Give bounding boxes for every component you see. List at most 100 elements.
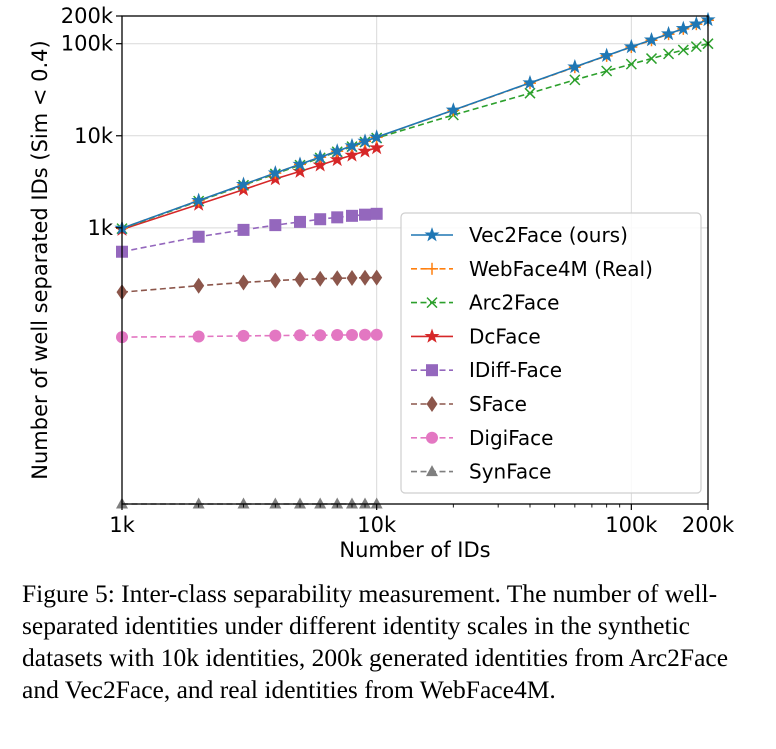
legend-label: IDiff-Face (469, 358, 562, 382)
data-point (344, 137, 360, 153)
data-point (369, 139, 385, 155)
legend-label: Arc2Face (469, 291, 559, 315)
data-point (192, 330, 205, 343)
data-point (345, 497, 358, 509)
data-point (445, 102, 461, 117)
data-point (569, 74, 581, 86)
data-point (314, 270, 326, 287)
data-point (359, 328, 372, 341)
data-point (314, 497, 327, 509)
legend-marker (426, 364, 438, 377)
legend-item: DcFace (411, 324, 541, 348)
legend-marker (426, 431, 438, 444)
legend-label: SynFace (469, 460, 551, 484)
data-point (345, 329, 358, 342)
series-sface (116, 269, 383, 301)
data-point (238, 274, 250, 291)
data-point (312, 149, 328, 164)
legend-marker (426, 396, 438, 412)
data-point (645, 53, 658, 65)
figure-caption: Figure 5: Inter-class separability measu… (22, 579, 729, 704)
y-tick-label: 1k (87, 216, 113, 240)
data-point (371, 269, 383, 286)
data-point (677, 44, 689, 56)
data-point (329, 143, 345, 158)
legend-marker (426, 465, 438, 477)
data-point (314, 329, 327, 342)
data-point (359, 269, 371, 286)
legend: Vec2Face (ours) WebFace4M (Real) Arc2Face D… (400, 212, 702, 494)
legend-item: IDiff-Face (411, 358, 562, 382)
data-point (329, 151, 345, 167)
data-point (690, 41, 702, 53)
axis-ticks: 1k 10k 100k 200k 1k 10k 100k 200k (61, 4, 735, 537)
data-point (269, 329, 282, 342)
data-point (191, 192, 207, 207)
data-point (235, 176, 252, 191)
chart: 1k 10k 100k 200k 1k 10k 100k 200k Number of IDs… (28, 4, 735, 562)
data-point (369, 129, 385, 144)
data-point (292, 156, 308, 171)
plot-frame (121, 15, 709, 505)
data-point (346, 270, 358, 287)
series-line (121, 213, 377, 253)
series-line (121, 19, 709, 229)
series-vec2face-ours (114, 11, 716, 235)
data-point (623, 38, 639, 54)
data-point (269, 497, 282, 509)
x-axis-label: Number of IDs (339, 538, 490, 562)
y-axis-label: Number of well separated IDs (Sim < 0.4) (28, 40, 52, 479)
data-point (192, 497, 205, 509)
data-point (643, 31, 660, 47)
figure: 1k 10k 100k 200k 1k 10k 100k 200k Number of IDs… (28, 4, 735, 562)
data-point (663, 48, 675, 60)
data-point (237, 497, 250, 509)
legend-label: DigiFace (469, 426, 553, 450)
x-tick-label: 100k (605, 513, 658, 537)
data-point (370, 328, 383, 341)
data-point (370, 497, 383, 509)
data-point (675, 20, 691, 35)
data-point (567, 58, 583, 74)
legend-box (400, 212, 702, 494)
x-tick-label: 200k (682, 513, 735, 537)
data-point (314, 213, 327, 226)
data-point (524, 87, 536, 99)
series-digiface (116, 328, 383, 344)
x-tick-label: 1k (109, 513, 135, 537)
legend-item: Vec2Face (ours) (411, 223, 628, 247)
y-tick-label: 200k (61, 4, 114, 28)
data-point (359, 497, 372, 509)
data-point (344, 147, 360, 162)
data-point (522, 74, 538, 90)
data-point (294, 271, 306, 288)
data-point (294, 215, 307, 228)
legend-marker (426, 297, 438, 309)
data-point (237, 223, 250, 236)
legend-label: WebFace4M (Real) (469, 257, 653, 281)
data-point (601, 65, 613, 77)
data-point (294, 497, 307, 509)
series-synface (116, 497, 383, 509)
legend-label: SFace (469, 392, 527, 416)
x-tick-label: 10k (357, 513, 397, 537)
data-point (345, 209, 358, 222)
y-tick-label: 10k (74, 124, 114, 148)
data-point (193, 277, 205, 294)
legend-label: DcFace (469, 324, 541, 348)
legend-item: SFace (411, 392, 527, 416)
legend-label: Vec2Face (ours) (469, 223, 628, 247)
data-point (294, 329, 307, 342)
legend-item: SynFace (411, 460, 551, 484)
data-point (625, 58, 637, 70)
series-line (121, 276, 377, 293)
data-point (688, 16, 704, 31)
data-point (357, 143, 373, 158)
data-point (192, 230, 205, 243)
legend-item: WebFace4M (Real) (411, 257, 653, 281)
legend-marker (424, 328, 440, 343)
series-line (121, 333, 377, 338)
legend-marker (426, 262, 438, 275)
data-point (269, 219, 282, 232)
data-point (237, 329, 250, 342)
